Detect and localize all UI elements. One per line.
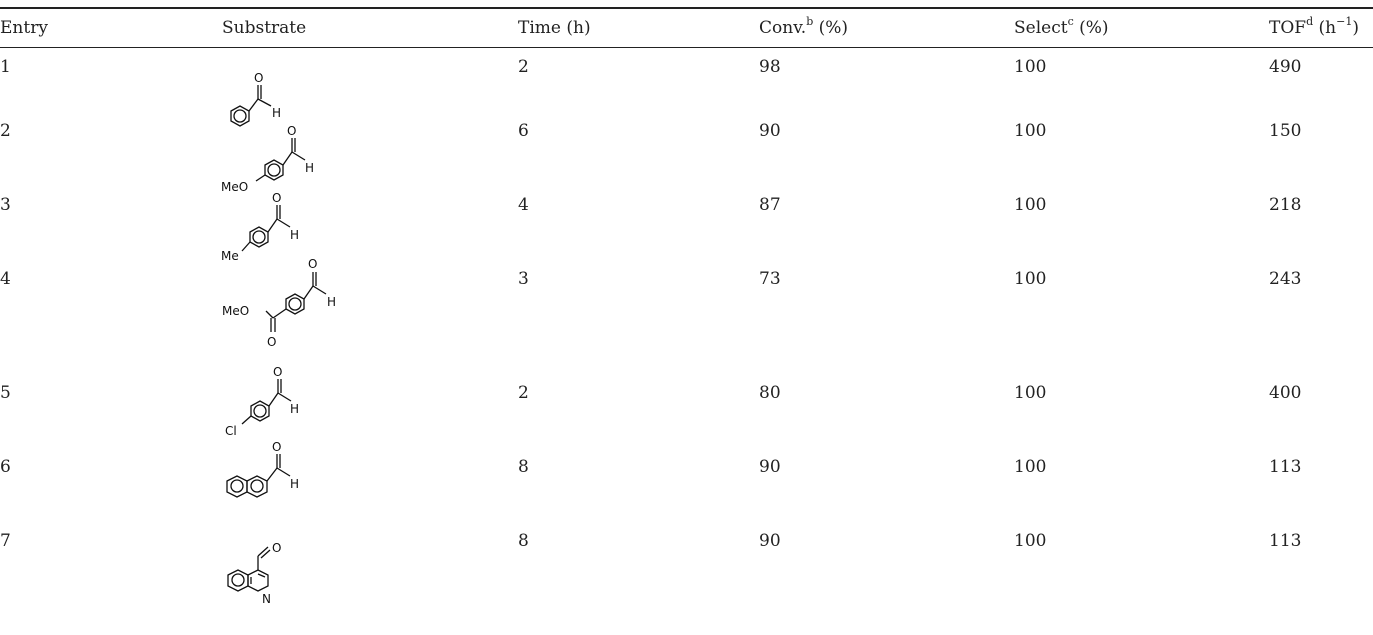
row-6-conversion: 90 — [759, 457, 781, 477]
label-MeO: MeO — [221, 180, 248, 194]
row-5-entry: 5 — [0, 383, 11, 403]
table-header-rule — [0, 47, 1373, 48]
row-1-entry: 1 — [0, 57, 11, 77]
row-1-tof: 490 — [1269, 57, 1302, 77]
row-7-conversion: 90 — [759, 531, 781, 551]
row-4-entry: 4 — [0, 269, 11, 289]
label-Me: Me — [221, 249, 239, 263]
label-O: O — [272, 541, 281, 555]
row-1-conversion: 98 — [759, 57, 781, 77]
row-3-time: 4 — [518, 195, 529, 215]
header-entry: Entry — [0, 18, 48, 38]
row-7-selectivity: 100 — [1014, 531, 1047, 551]
label-MeO: MeO — [222, 304, 249, 318]
row-7-tof: 113 — [1269, 531, 1302, 551]
row-1-selectivity: 100 — [1014, 57, 1047, 77]
row-3-selectivity: 100 — [1014, 195, 1047, 215]
label-O: O — [267, 335, 276, 349]
header-conversion: Conv.b (%) — [759, 15, 849, 38]
table-top-rule — [0, 7, 1373, 9]
row-4-tof: 243 — [1269, 269, 1302, 289]
row-6-entry: 6 — [0, 457, 11, 477]
label-H: H — [290, 228, 299, 242]
label-H: H — [290, 477, 299, 491]
label-H: H — [305, 161, 314, 175]
label-O: O — [273, 365, 282, 379]
row-2-selectivity: 100 — [1014, 121, 1047, 141]
header-substrate: Substrate — [222, 18, 307, 38]
label-H: H — [290, 402, 299, 416]
row-5-tof: 400 — [1269, 383, 1302, 403]
row-3-entry: 3 — [0, 195, 11, 215]
label-O: O — [254, 71, 263, 85]
row-4-selectivity: 100 — [1014, 269, 1047, 289]
header-selectivity: Selectc (%) — [1014, 15, 1109, 38]
label-Cl: Cl — [225, 424, 237, 438]
row-7-entry: 7 — [0, 531, 11, 551]
row-3-tof: 218 — [1269, 195, 1302, 215]
row-6-selectivity: 100 — [1014, 457, 1047, 477]
row-5-conversion: 80 — [759, 383, 781, 403]
label-O: O — [272, 440, 281, 454]
row-2-time: 6 — [518, 121, 529, 141]
label-N: N — [262, 592, 271, 606]
header-tof: TOFd (h−1) — [1269, 15, 1359, 38]
row-7-time: 8 — [518, 531, 529, 551]
row-2-conversion: 90 — [759, 121, 781, 141]
row-4-conversion: 73 — [759, 269, 781, 289]
row-3-conversion: 87 — [759, 195, 781, 215]
row-4-time: 3 — [518, 269, 529, 289]
label-O: O — [287, 124, 296, 138]
row-1-time: 2 — [518, 57, 529, 77]
row-6-tof: 113 — [1269, 457, 1302, 477]
header-time: Time (h) — [518, 18, 591, 38]
label-O: O — [308, 257, 317, 271]
label-O: O — [272, 191, 281, 205]
row-5-selectivity: 100 — [1014, 383, 1047, 403]
row-6-time: 8 — [518, 457, 529, 477]
row-5-time: 2 — [518, 383, 529, 403]
row-2-tof: 150 — [1269, 121, 1302, 141]
label-H: H — [272, 106, 281, 120]
row-2-entry: 2 — [0, 121, 11, 141]
label-H: H — [327, 295, 336, 309]
